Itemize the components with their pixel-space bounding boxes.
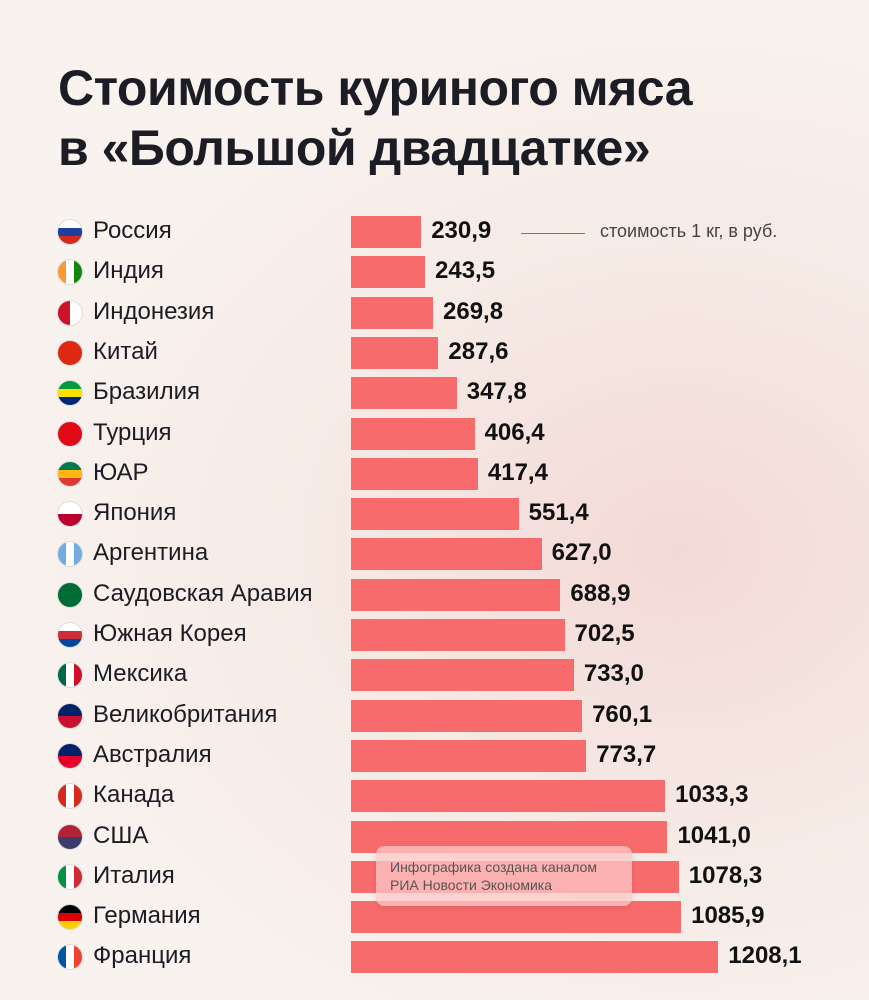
flag-icon [57, 783, 83, 810]
bar [351, 739, 587, 772]
data-label: 1208,1 [728, 942, 802, 970]
flag-icon [57, 380, 83, 407]
flag-icon [57, 299, 83, 326]
chart-row: Бразилия 347,8 [0, 375, 869, 411]
category-label: Аргентина [93, 539, 209, 567]
bar [351, 659, 574, 692]
data-label: 627,0 [551, 539, 612, 567]
chart-row: Канада 1033,3 [0, 778, 869, 814]
watermark-line-2: РИА Новости Экономика [390, 877, 553, 893]
data-label: 347,8 [466, 378, 527, 406]
bar [351, 578, 561, 611]
flag-icon [57, 581, 83, 608]
data-label: 243,5 [435, 257, 496, 285]
data-label: 1033,3 [675, 781, 749, 809]
category-label: Канада [93, 781, 175, 809]
flag-icon [57, 702, 83, 729]
category-label: Великобритания [93, 700, 278, 728]
category-label: Турция [93, 418, 172, 446]
data-label: 551,4 [528, 499, 589, 527]
bar [351, 296, 434, 329]
title-line-1: Стоимость куриного мяса [58, 60, 693, 116]
chart-row: Франция 1208,1 [0, 939, 869, 975]
annotation-leader-line [521, 233, 585, 234]
flag-icon [57, 662, 83, 689]
chart-row: ЮАР 417,4 [0, 456, 869, 492]
flag-icon [57, 339, 83, 366]
category-label: Австралия [93, 740, 212, 768]
flag-icon [57, 541, 83, 568]
watermark-line-1: Инфографика создана каналом [390, 859, 597, 875]
bar [351, 699, 583, 732]
flag-icon [57, 742, 83, 769]
bar [351, 780, 666, 813]
flag-icon [57, 219, 83, 245]
bar [351, 901, 682, 934]
flag-icon [57, 622, 83, 648]
bar [351, 538, 542, 571]
category-label: Мексика [93, 660, 188, 688]
data-label: 1085,9 [691, 902, 765, 930]
chart-row: Аргентина 627,0 [0, 536, 869, 572]
bar [351, 498, 519, 531]
flag-icon [57, 259, 83, 286]
bar [351, 377, 457, 410]
bar [351, 256, 426, 289]
bar [351, 941, 719, 974]
category-label: Саудовская Аравия [93, 579, 313, 607]
flag-icon [57, 944, 83, 971]
chart-row: Саудовская Аравия 688,9 [0, 577, 869, 613]
data-label: 1078,3 [688, 861, 763, 889]
data-label: 773,7 [596, 740, 657, 768]
unit-annotation: стоимость 1 кг, в руб. [600, 221, 778, 241]
data-label: 269,8 [443, 297, 504, 325]
data-label: 230,9 [431, 217, 492, 244]
data-label: 417,4 [487, 458, 548, 486]
category-label: Италия [93, 861, 175, 889]
chart-row: Германия 1085,9 [0, 899, 869, 935]
bar [351, 457, 478, 490]
flag-icon [57, 501, 83, 528]
category-label: США [93, 821, 149, 849]
category-label: Япония [93, 499, 177, 527]
chart-row: Турция 406,4 [0, 416, 869, 452]
bar [351, 619, 565, 651]
chart-row: Мексика 733,0 [0, 657, 869, 693]
category-label: Германия [93, 902, 201, 930]
category-label: ЮАР [93, 458, 149, 486]
data-label: 733,0 [583, 660, 644, 688]
chart-row: Южная Корея 702,5 [0, 617, 869, 653]
chart-row: Россия 230,9 [0, 214, 869, 250]
category-label: Россия [93, 217, 172, 244]
chart-row: Япония 551,4 [0, 496, 869, 532]
data-label: 760,1 [592, 700, 653, 728]
category-label: Индонезия [93, 297, 215, 325]
flag-icon [57, 420, 83, 447]
data-label: 1041,0 [677, 821, 751, 849]
category-label: Франция [93, 942, 192, 970]
category-label: Китай [93, 337, 158, 365]
flag-icon [57, 863, 83, 890]
data-label: 406,4 [484, 418, 545, 446]
category-label: Южная Корея [93, 620, 247, 647]
bar [351, 417, 475, 450]
watermark: Инфографика создана каналом РИА Новости … [376, 846, 632, 906]
bar [351, 336, 439, 369]
chart-row: Индонезия 269,8 [0, 295, 869, 331]
flag-icon [57, 904, 83, 931]
flag-icon [57, 460, 83, 487]
data-label: 702,5 [574, 620, 635, 647]
bar [351, 216, 422, 248]
data-label: 287,6 [448, 337, 509, 365]
flag-icon [57, 823, 83, 850]
category-label: Бразилия [93, 378, 200, 406]
chart-row: Австралия 773,7 [0, 738, 869, 774]
category-label: Индия [93, 257, 164, 285]
chart-row: Индия 243,5 [0, 254, 869, 290]
chart-title: Стоимость куриного мяса в «Большой двадц… [58, 58, 693, 178]
title-line-2: в «Большой двадцатке» [58, 120, 651, 176]
chart-row: Великобритания 760,1 [0, 698, 869, 734]
data-label: 688,9 [570, 579, 631, 607]
chart-row: Китай 287,6 [0, 335, 869, 371]
